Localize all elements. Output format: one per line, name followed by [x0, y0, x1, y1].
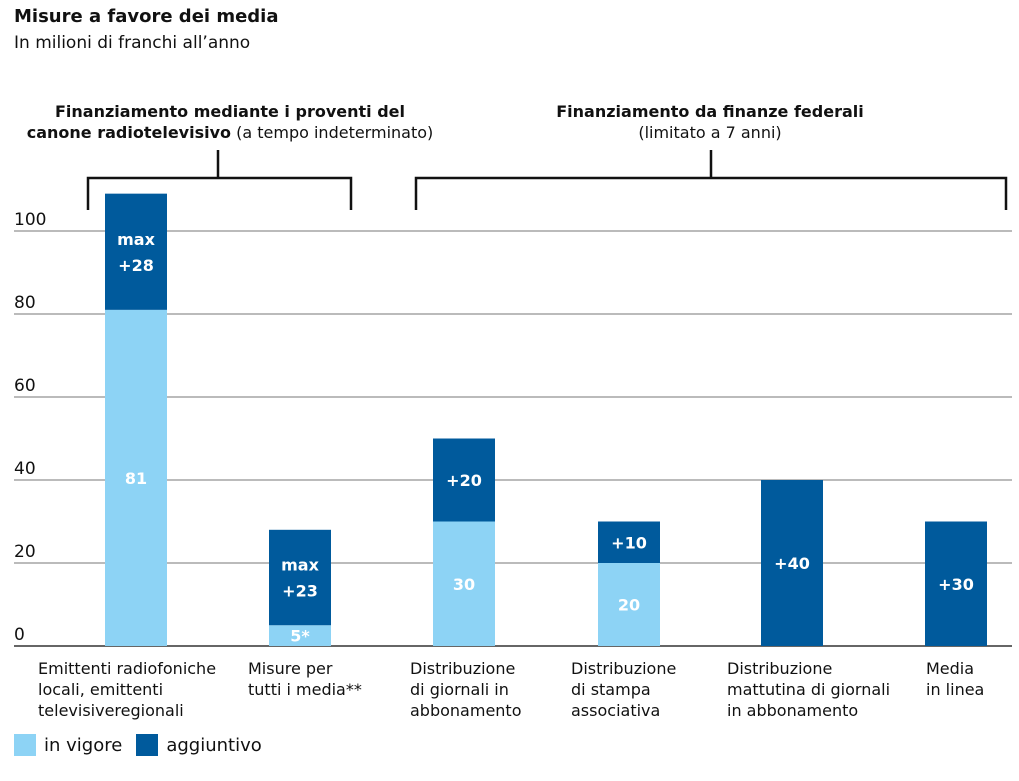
bar-segment-additional — [105, 193, 167, 310]
legend-label-current: in vigore — [44, 734, 123, 756]
data-label: +20 — [446, 471, 482, 490]
bar-segment-additional — [761, 480, 823, 646]
x-tick-label: Distribuzione — [727, 659, 832, 678]
legend: in vigore aggiuntivo — [14, 734, 276, 756]
legend-swatch-additional — [136, 734, 159, 756]
x-tick-label: Distribuzione — [571, 659, 676, 678]
data-label: 30 — [453, 575, 475, 594]
x-tick-label: in linea — [926, 680, 984, 699]
y-tick-label: 40 — [14, 459, 36, 479]
group-label-fee-bold: Finanziamento mediante i proventi del ca… — [26, 102, 405, 142]
x-tick-label: tutti i media** — [248, 680, 362, 699]
data-label: max — [117, 230, 155, 249]
bar-segment-current — [598, 563, 660, 646]
bar-segment-current — [105, 309, 167, 646]
bar-segment-current — [269, 625, 331, 646]
data-label: 5* — [290, 627, 310, 646]
data-label: +30 — [938, 575, 974, 594]
group-label-fee: Finanziamento mediante i proventi del ca… — [20, 101, 440, 143]
chart-title: Misure a favore dei media — [14, 6, 279, 27]
bar-segment-additional — [598, 521, 660, 563]
bracket-fee — [86, 150, 353, 210]
data-label: max — [281, 556, 319, 575]
x-tick-label: Misure per — [248, 659, 333, 678]
bar-segment-current — [433, 521, 495, 646]
data-label: +28 — [118, 256, 154, 275]
legend-item-additional: aggiuntivo — [136, 734, 262, 756]
x-tick-label: Distribuzione — [410, 659, 515, 678]
y-tick-label: 0 — [14, 625, 25, 645]
legend-label-additional: aggiuntivo — [166, 734, 262, 756]
x-tick-label: locali, emittenti — [38, 680, 163, 699]
x-tick-label: associativa — [571, 701, 660, 720]
group-label-fee-normal: (a tempo indeterminato) — [236, 123, 434, 142]
bar-segment-additional — [269, 529, 331, 626]
bracket-federal — [414, 150, 1008, 210]
legend-swatch-current — [14, 734, 36, 756]
legend-item-current: in vigore — [14, 734, 122, 756]
x-tick-label: in abbonamento — [727, 701, 858, 720]
x-tick-label: di giornali in — [410, 680, 509, 699]
y-tick-label: 80 — [14, 293, 36, 313]
data-label: +23 — [282, 582, 318, 601]
y-tick-label: 20 — [14, 542, 36, 562]
group-label-federal-normal: (limitato a 7 anni) — [638, 123, 782, 142]
x-tick-label: mattutina di giornali — [727, 680, 890, 699]
group-label-federal: Finanziamento da finanze federali (limit… — [530, 101, 890, 143]
x-tick-label: abbonamento — [410, 701, 521, 720]
data-label: 81 — [125, 469, 147, 488]
bar-segment-additional — [925, 521, 987, 646]
chart-subtitle: In milioni di franchi all’anno — [14, 33, 251, 53]
x-tick-label: televisiveregionali — [38, 701, 184, 720]
data-label: 20 — [618, 596, 640, 615]
y-tick-label: 100 — [14, 210, 46, 230]
x-tick-label: Media — [926, 659, 974, 678]
data-label: +40 — [774, 554, 810, 573]
x-tick-label: Emittenti radiofoniche — [38, 659, 216, 678]
group-label-federal-bold: Finanziamento da finanze federali — [556, 102, 864, 121]
y-tick-label: 60 — [14, 376, 36, 396]
x-tick-label: di stampa — [571, 680, 651, 699]
bar-segment-additional — [433, 438, 495, 522]
data-label: +10 — [611, 533, 647, 552]
